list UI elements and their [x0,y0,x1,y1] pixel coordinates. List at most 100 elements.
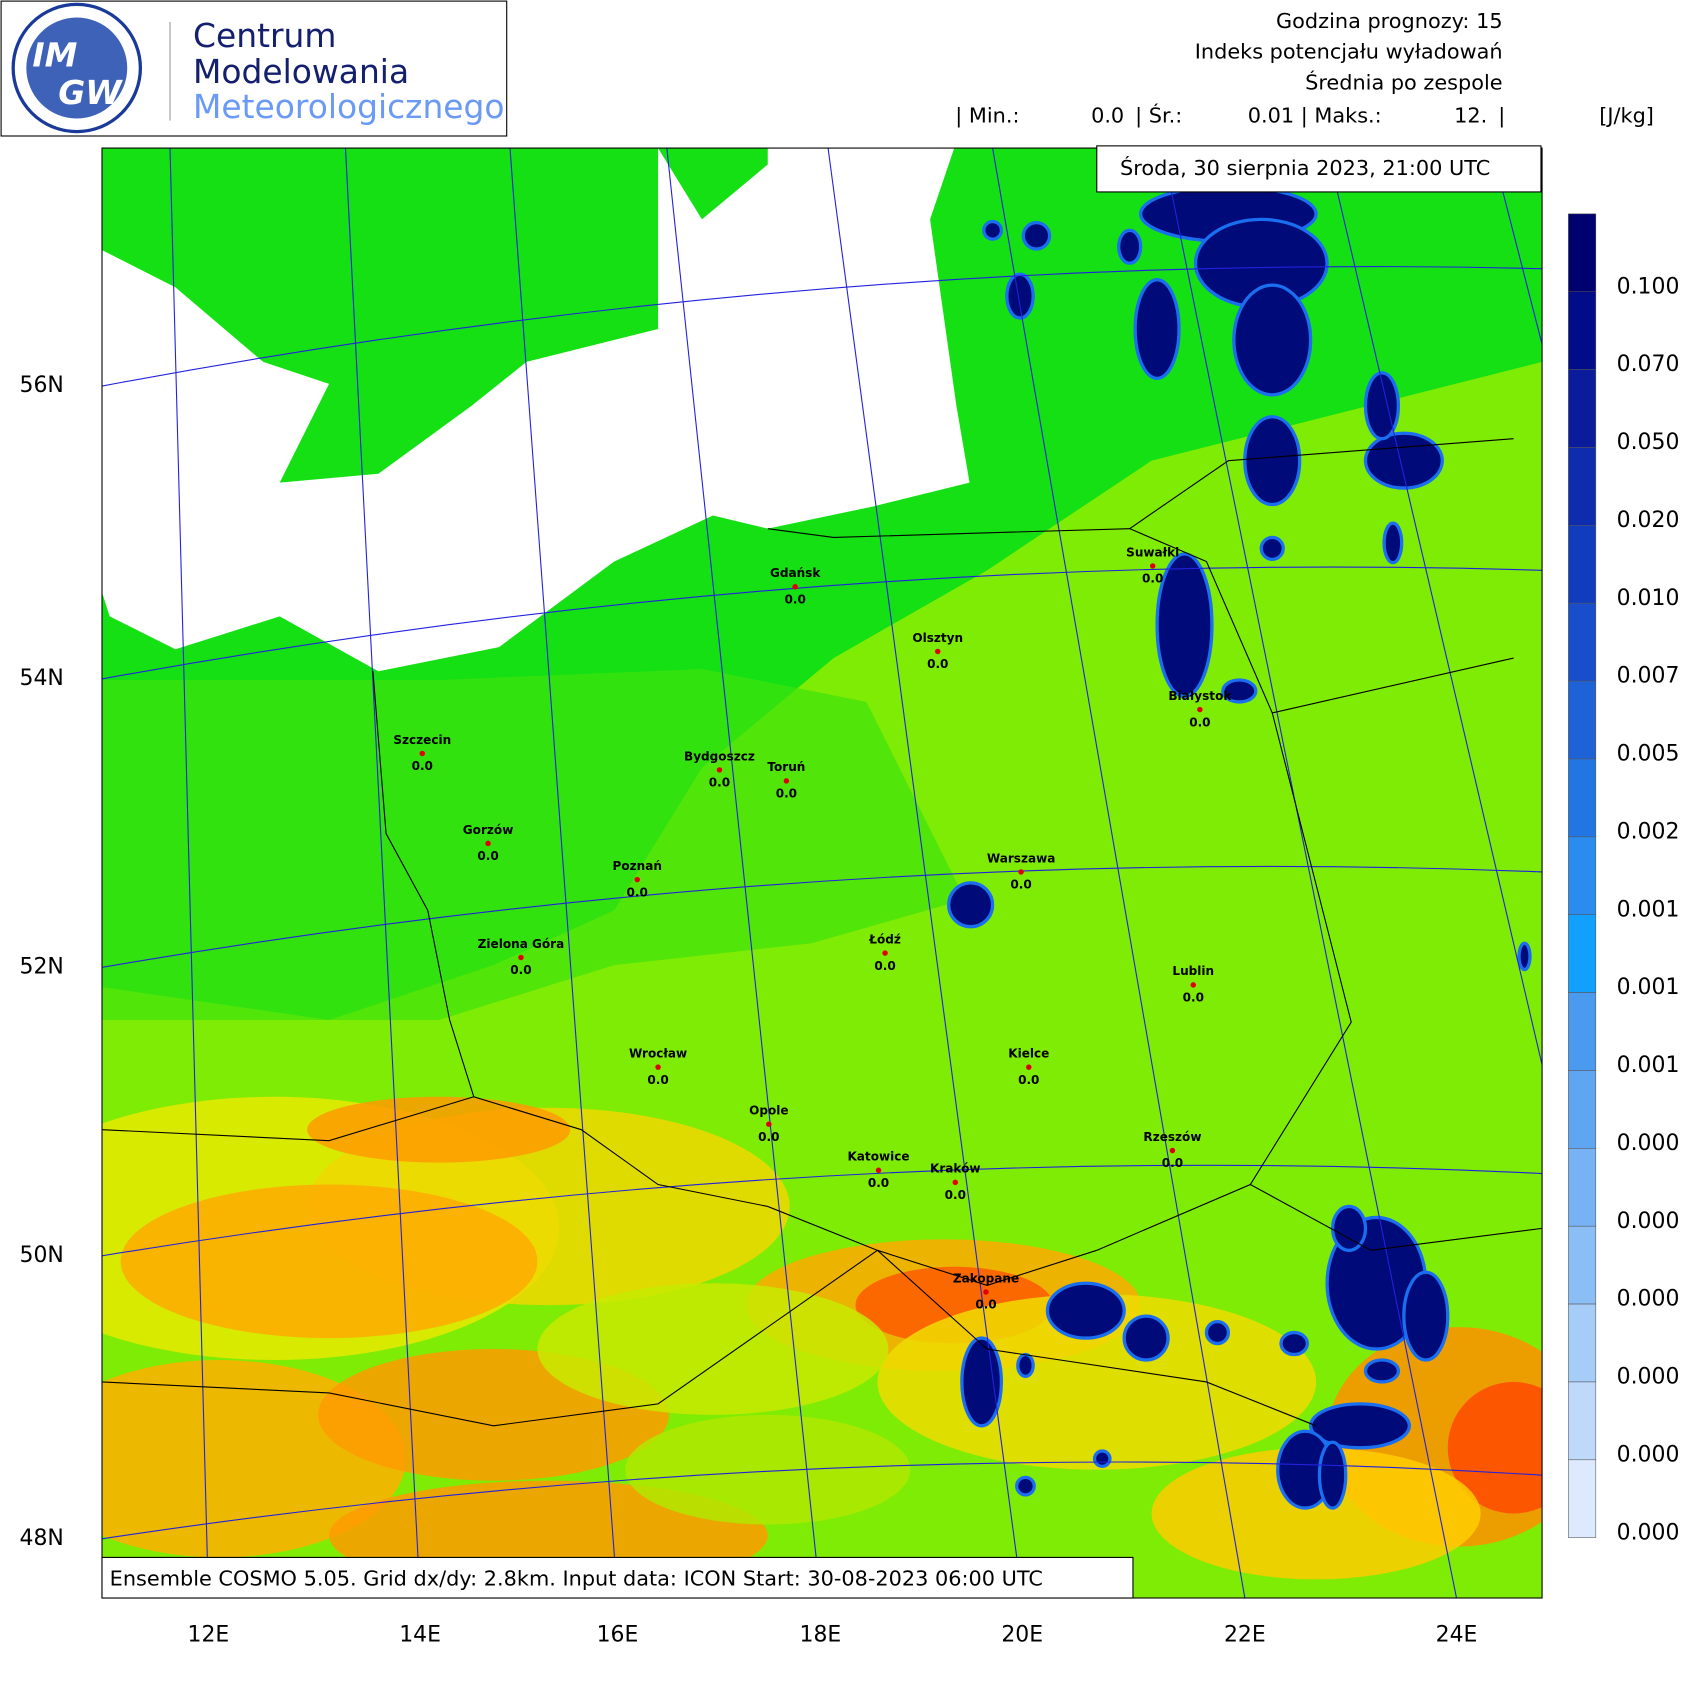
legend-swatch [1568,1303,1597,1383]
lon-label: 14E [399,1622,441,1647]
city-name: Poznań [613,859,662,873]
field-patch [1447,1381,1543,1514]
city-dot [766,1121,772,1127]
border [101,1249,878,1427]
convection-cell [982,219,1003,241]
unit: [J/kg] [1599,103,1654,127]
legend-swatch [1568,1225,1597,1305]
footer-box [101,1556,1134,1599]
city-dot [1026,1064,1032,1070]
lon-label: 12E [188,1622,230,1647]
city-name: Lublin [1172,964,1214,978]
legend-swatch [1568,914,1597,993]
legend-swatch [1568,1459,1597,1538]
legend-label: 0.050 [1617,430,1680,455]
city-dot [716,767,723,773]
legend-label: 0.000 [1617,1520,1680,1545]
legend-swatch [1568,836,1597,915]
legend-label: 0.001 [1617,975,1680,1000]
convection-cell [1363,431,1444,490]
date: Środa, 30 sierpnia 2023, 21:00 UTC [1120,155,1490,180]
field-patch [625,1414,911,1525]
lat-label: 50N [20,1243,64,1268]
org-name: Centrum [193,16,336,55]
city-value: 0.0 [927,657,948,671]
convection-cell [1259,535,1285,561]
lat-label: 52N [20,954,64,979]
city-dot [935,648,941,655]
convection-cell [1279,1330,1309,1357]
legend-swatch [1568,602,1597,682]
city-dot [952,1179,959,1186]
city-dot [882,950,888,956]
legend-swatch [1568,758,1597,838]
graticule [827,148,1023,1598]
logo-text: IM [32,36,77,75]
legend-swatch [1568,447,1597,526]
city-value: 0.0 [647,1073,668,1087]
legend: 0.100 0.070 0.050 0.020 0.010 0.007 0.005 0.002… [1568,213,1680,1545]
convection-cell [1330,1204,1368,1252]
city-name: Wrocław [629,1047,687,1061]
convection-cell [1155,552,1214,699]
city-value: 0.0 [1162,1156,1183,1170]
legend-swatch [1568,213,1597,293]
lon-label: 24E [1436,1622,1478,1647]
city-name: Opole [749,1104,788,1118]
city-value: 0.0 [1010,878,1031,892]
graticule [1162,148,1458,1598]
city-name: Kielce [1008,1047,1049,1061]
convection-cell [1204,1319,1231,1346]
city-name: Zielona Góra [478,937,565,951]
convection-cell [1021,220,1052,251]
city-name: Toruń [767,760,805,774]
stat-label: | Śr.: [1135,102,1182,128]
graticule [101,266,1543,387]
lon-label: 18E [800,1622,842,1647]
graticule [101,1461,1543,1540]
date-box [1096,145,1542,193]
city-value: 0.0 [975,1298,996,1312]
logo-disc [26,17,128,119]
legend-swatch [1568,1148,1597,1227]
legend-swatch [1568,1381,1597,1461]
city-name: Zakopane [953,1271,1019,1285]
sea [101,148,970,672]
city-value: 0.0 [627,885,648,899]
city-value: 0.0 [412,759,433,773]
city-value: 0.0 [709,776,730,790]
convection-cell [1402,1270,1450,1362]
lon-label: 22E [1224,1622,1266,1647]
logo-text: GW [58,73,123,112]
convection-cell [1092,1449,1112,1469]
city-dot [634,876,640,883]
city-name: Bydgoszcz [684,749,755,763]
city-dot [419,750,425,757]
map-area [101,148,1543,1598]
city-value: 0.0 [510,963,531,977]
city-dot [875,1167,882,1173]
graticule [101,865,1543,968]
city-name: Katowice [847,1150,909,1164]
city-value: 0.0 [868,1176,889,1190]
city-dot [792,584,798,590]
city-name: Kraków [930,1162,981,1176]
org-name: Meteorologicznego [193,87,505,126]
stat-value: 0.0 [1091,103,1124,127]
city-dot [1149,563,1156,569]
city-name: Olsztyn [912,631,963,645]
lat-label: 48N [20,1526,64,1551]
convection-cell [1382,521,1404,565]
convection-cell [1309,1402,1411,1450]
legend-label: 0.002 [1617,819,1680,844]
lat-label: 56N [20,373,64,398]
field-patch [307,1096,571,1163]
border [372,528,1352,1286]
legend-label: 0.010 [1617,586,1680,611]
convection-cell [1117,228,1143,265]
convection-cell [1005,272,1035,320]
convection-cell [1517,941,1532,972]
legend-label: 0.000 [1617,1287,1680,1312]
convection-cell [1045,1281,1126,1340]
